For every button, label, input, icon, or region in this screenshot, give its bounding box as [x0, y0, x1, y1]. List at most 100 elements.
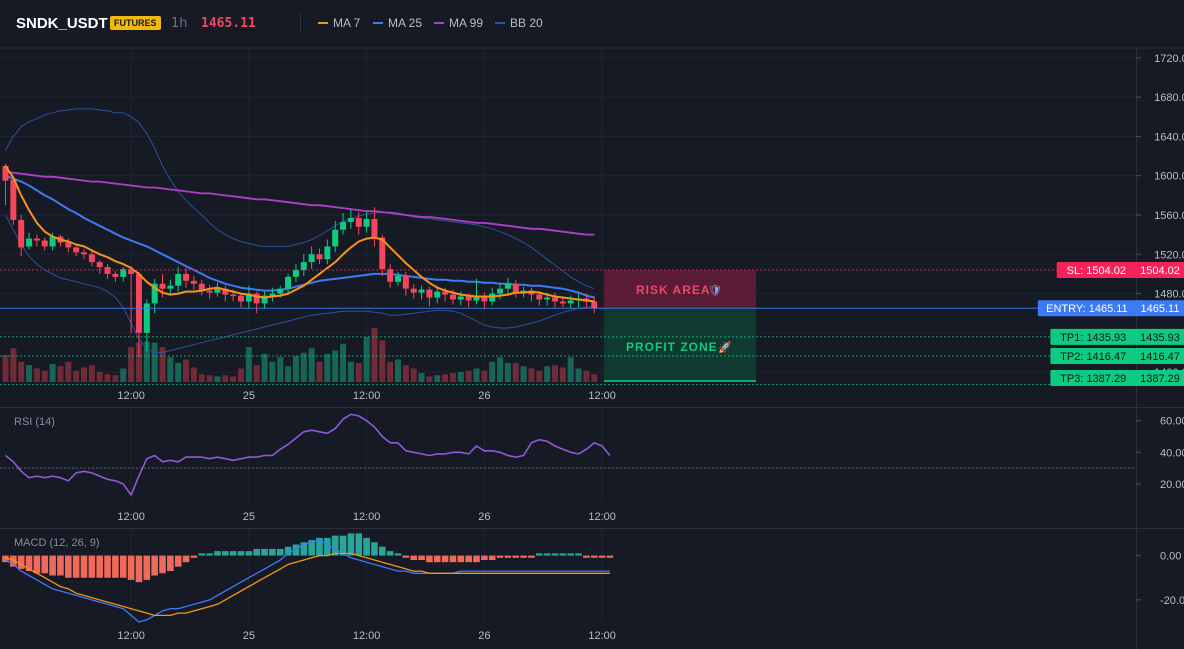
macd-histogram-bar	[135, 555, 143, 583]
candle-body	[2, 165, 9, 181]
macd-histogram-bar	[159, 555, 166, 574]
candle-body	[418, 289, 425, 293]
volume-bar	[575, 368, 582, 382]
candle-body	[363, 218, 370, 227]
level-tag-label: TP1: 1435.93	[1060, 332, 1126, 344]
macd-histogram-bar	[300, 542, 308, 556]
legend-ma99[interactable]: MA 99	[434, 16, 483, 30]
candle-body	[410, 288, 417, 293]
candle-body	[269, 293, 276, 296]
macd-histogram-bar	[292, 544, 300, 556]
volume-bar	[363, 337, 370, 382]
volume-bar	[449, 373, 456, 382]
ma25-line	[5, 174, 595, 299]
macd-histogram-bar	[433, 555, 441, 563]
macd-histogram-bar	[488, 555, 496, 560]
level-tag	[1050, 370, 1136, 386]
candle-body	[73, 247, 80, 253]
volume-bar	[245, 347, 252, 382]
candle-body	[285, 276, 292, 289]
macd-histogram-bar	[190, 555, 198, 558]
candle-body	[324, 246, 331, 260]
level-tag	[1050, 347, 1136, 364]
candle-body	[41, 240, 48, 247]
macd-histogram-bar	[379, 546, 386, 556]
macd-histogram-bar	[206, 553, 213, 556]
legend-ma25[interactable]: MA 25	[373, 16, 422, 30]
volume-bar	[26, 365, 33, 382]
volume-bar	[222, 375, 229, 382]
volume-bar	[277, 357, 284, 382]
macd-histogram-bar	[229, 551, 237, 556]
signal-line	[5, 552, 610, 617]
time-tick-label: 12:00	[117, 511, 145, 523]
volume-bar	[379, 340, 386, 382]
candle-body	[18, 219, 25, 248]
legend-ma7[interactable]: MA 7	[318, 16, 360, 30]
macd-histogram-bar	[583, 555, 590, 558]
time-tick-label: 25	[243, 390, 255, 402]
macd-histogram-bar	[174, 555, 182, 567]
candle-body	[190, 280, 197, 284]
symbol-label[interactable]: SNDK_USDT	[16, 15, 108, 32]
candle-body	[253, 293, 260, 304]
macd-histogram-bar	[496, 555, 504, 558]
legend-bb20[interactable]: BB 20	[495, 16, 543, 30]
volume-bar	[387, 361, 394, 382]
price-axis-badge-label: 1504.02	[1140, 265, 1180, 277]
candle-body	[544, 297, 551, 300]
candle-body	[10, 179, 17, 220]
macd-histogram-bar	[536, 553, 543, 556]
volume-bar	[324, 353, 331, 382]
macd-histogram-bar	[245, 551, 253, 556]
volume-bar	[253, 365, 260, 382]
rocket-icon: 🚀	[718, 341, 732, 354]
macd-histogram-bar	[25, 555, 33, 572]
legend-ma25-label: MA 25	[388, 16, 423, 30]
candle-body	[308, 254, 315, 263]
macd-histogram-bar	[481, 555, 488, 560]
macd-histogram-bar	[182, 555, 190, 563]
volume-bar	[198, 374, 205, 382]
volume-bar	[41, 370, 48, 382]
volume-bar	[269, 361, 276, 382]
candle-body	[159, 283, 166, 289]
level-tag	[1056, 261, 1136, 278]
macd-histogram-bar	[355, 533, 363, 556]
macd-histogram-bar	[269, 548, 276, 556]
time-tick-label: 12:00	[353, 390, 381, 402]
candle-body	[489, 293, 496, 302]
candle-body	[434, 291, 441, 298]
candle-body	[26, 238, 33, 247]
macd-histogram-bar	[465, 555, 472, 563]
macd-histogram-bar	[347, 533, 355, 556]
volume-bar	[504, 362, 511, 382]
candle-body	[206, 290, 213, 293]
macd-histogram-bar	[457, 555, 465, 563]
legend-ma7-label: MA 7	[333, 16, 361, 30]
candle-body	[292, 270, 299, 277]
volume-bar	[73, 370, 80, 382]
candle-body	[135, 273, 142, 333]
volume-bar	[120, 368, 127, 382]
volume-bar	[65, 361, 72, 382]
candle-body	[96, 262, 103, 268]
macd-histogram-bar	[567, 553, 574, 556]
candle-body	[567, 300, 574, 304]
candle-body	[347, 217, 354, 222]
candle-body	[167, 285, 174, 289]
rsi-line	[4, 413, 611, 496]
price-tick-label: 1720.00	[1154, 53, 1184, 65]
macd-histogram-bar	[324, 537, 331, 556]
candle-body	[497, 288, 504, 294]
price-tick-label: 1600.00	[1154, 171, 1184, 183]
timeframe-label[interactable]: 1h	[171, 16, 188, 31]
candle-body	[65, 242, 72, 248]
volume-bar	[402, 365, 409, 382]
time-tick-label: 26	[478, 390, 490, 402]
time-tick-label: 12:00	[117, 630, 145, 642]
macd-histogram-bar	[575, 553, 582, 556]
macd-histogram-bar	[559, 553, 567, 556]
volume-bar	[591, 374, 598, 382]
